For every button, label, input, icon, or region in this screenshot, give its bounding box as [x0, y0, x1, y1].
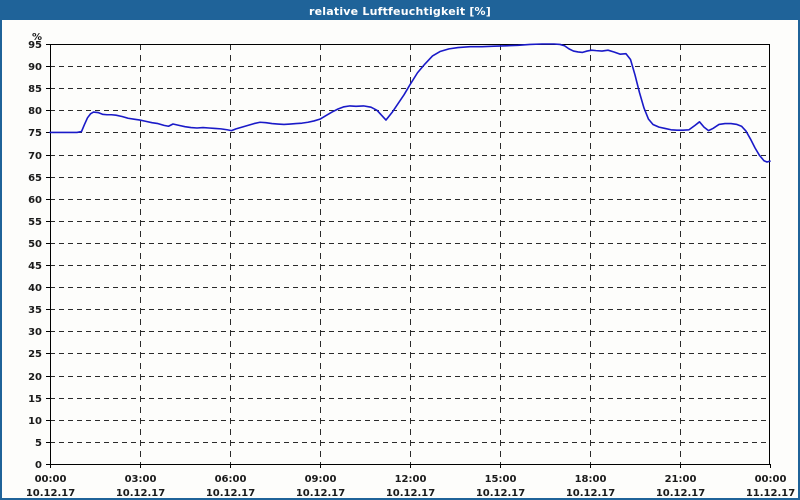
svg-text:12:00: 12:00	[395, 474, 427, 485]
svg-text:00:00: 00:00	[755, 474, 787, 485]
svg-text:10.12.17: 10.12.17	[476, 488, 525, 498]
svg-text:10.12.17: 10.12.17	[296, 488, 345, 498]
svg-text:35: 35	[28, 305, 42, 316]
svg-text:15: 15	[28, 394, 42, 405]
svg-text:80: 80	[28, 106, 42, 117]
svg-text:65: 65	[28, 173, 42, 184]
svg-text:50: 50	[28, 239, 42, 250]
svg-text:75: 75	[28, 128, 42, 139]
chart-plot-area: 0 5 10 15 20 25 30 35 40 45 50 55 60 65 70 75 80 85 90 95 0…	[2, 20, 798, 498]
svg-text:95: 95	[28, 40, 42, 51]
axis-tick-marks	[46, 43, 772, 468]
svg-text:85: 85	[28, 84, 42, 95]
svg-text:09:00: 09:00	[305, 474, 337, 485]
svg-text:06:00: 06:00	[215, 474, 247, 485]
svg-text:15:00: 15:00	[485, 474, 517, 485]
svg-text:10: 10	[28, 416, 42, 427]
svg-text:25: 25	[28, 349, 42, 360]
svg-text:10.12.17: 10.12.17	[566, 488, 615, 498]
svg-text:21:00: 21:00	[665, 474, 697, 485]
svg-text:10.12.17: 10.12.17	[656, 488, 705, 498]
svg-text:10.12.17: 10.12.17	[26, 488, 75, 498]
svg-text:03:00: 03:00	[125, 474, 157, 485]
svg-text:00:00: 00:00	[35, 474, 67, 485]
svg-text:0: 0	[35, 460, 42, 471]
svg-text:20: 20	[28, 372, 42, 383]
humidity-line-chart: 0 5 10 15 20 25 30 35 40 45 50 55 60 65 70 75 80 85 90 95 0…	[26, 32, 795, 498]
svg-text:5: 5	[35, 438, 42, 449]
svg-text:45: 45	[28, 261, 42, 272]
svg-text:30: 30	[28, 327, 42, 338]
svg-text:11.12.17: 11.12.17	[746, 488, 795, 498]
svg-text:60: 60	[28, 195, 42, 206]
y-axis-tick-labels: 0 5 10 15 20 25 30 35 40 45 50 55 60 65 70 75 80 85 90 95	[28, 40, 42, 471]
svg-text:70: 70	[28, 151, 42, 162]
svg-text:10.12.17: 10.12.17	[116, 488, 165, 498]
humidity-series-line	[49, 43, 771, 163]
x-axis-tick-labels: 00:00 10.12.17 03:00 10.12.17 06:00 10.12.17 0…	[26, 474, 795, 498]
svg-text:10.12.17: 10.12.17	[206, 488, 255, 498]
svg-text:10.12.17: 10.12.17	[386, 488, 435, 498]
y-axis-unit-label: %	[32, 32, 42, 43]
svg-text:90: 90	[28, 62, 42, 73]
window-title-bar: relative Luftfeuchtigkeit [%]	[2, 2, 798, 20]
svg-text:55: 55	[28, 217, 42, 228]
svg-text:%: %	[32, 32, 42, 43]
svg-text:40: 40	[28, 283, 42, 294]
vertical-gridlines	[139, 44, 682, 464]
svg-text:18:00: 18:00	[575, 474, 607, 485]
page-title: relative Luftfeuchtigkeit [%]	[309, 4, 491, 18]
